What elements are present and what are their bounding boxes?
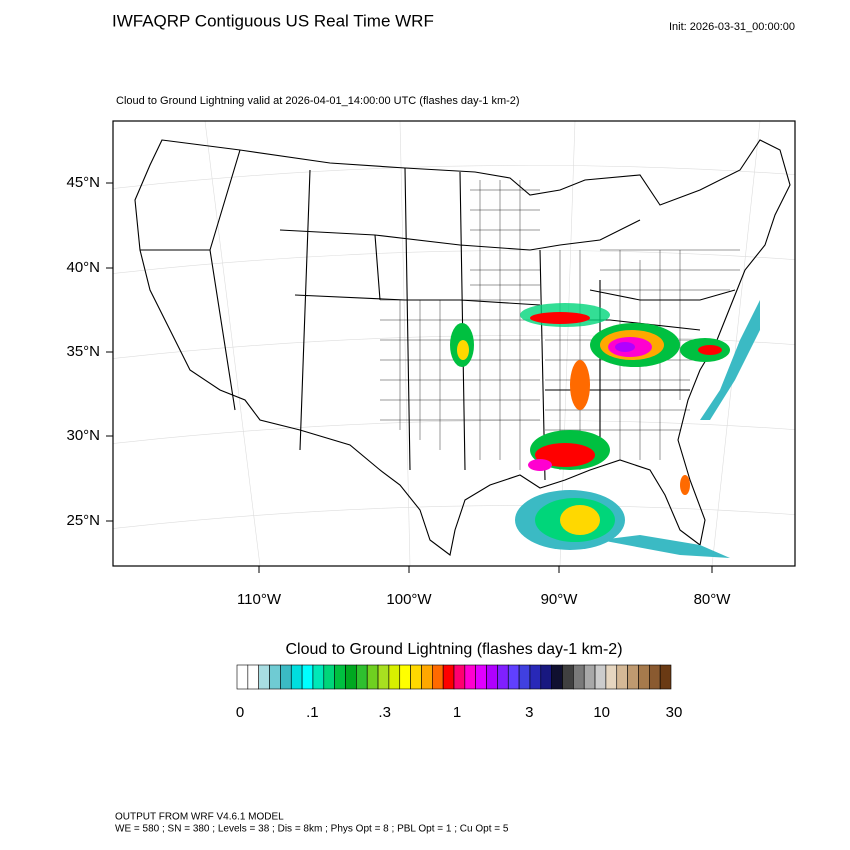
colorbar-swatch bbox=[594, 664, 607, 690]
colorbar-swatch bbox=[388, 664, 401, 690]
colorbar-swatch bbox=[659, 664, 672, 690]
lon-label: 100°W bbox=[386, 591, 432, 608]
colorbar-swatch bbox=[551, 664, 563, 690]
colorbar-swatch bbox=[573, 664, 585, 690]
colorbar-swatch bbox=[399, 664, 411, 690]
colorbar-label: .1 bbox=[306, 704, 319, 721]
colorbar-swatch bbox=[356, 664, 368, 690]
colorbar-swatch bbox=[453, 664, 466, 690]
colorbar-swatch bbox=[648, 664, 661, 690]
colorbar-swatch bbox=[627, 664, 639, 690]
colorbar-swatch bbox=[518, 664, 531, 690]
colorbar-swatch bbox=[345, 664, 357, 690]
colorbar-swatch bbox=[507, 664, 520, 690]
colorbar-swatch bbox=[301, 664, 314, 690]
lat-label: 40°N bbox=[66, 259, 100, 276]
colorbar-label: 30 bbox=[666, 704, 683, 721]
lat-label: 30°N bbox=[66, 427, 100, 444]
colorbar-swatch bbox=[236, 664, 249, 690]
footer-line: OUTPUT FROM WRF V4.6.1 MODEL bbox=[115, 812, 284, 823]
colorbar-title: Cloud to Ground Lightning (flashes day-1… bbox=[285, 641, 622, 658]
lat-label: 35°N bbox=[66, 343, 100, 360]
colorbar-swatch bbox=[616, 664, 628, 690]
colorbar-swatch bbox=[269, 664, 281, 690]
map-subtitle: Cloud to Ground Lightning valid at 2026-… bbox=[116, 95, 520, 107]
colorbar-swatch bbox=[562, 664, 574, 690]
colorbar-swatch bbox=[247, 664, 260, 690]
footer-line: WE = 580 ; SN = 380 ; Levels = 38 ; Dis … bbox=[115, 824, 509, 835]
map-frame bbox=[112, 120, 796, 567]
colorbar-swatch bbox=[280, 664, 292, 690]
colorbar-swatch bbox=[334, 664, 346, 690]
lightning-field bbox=[450, 300, 760, 558]
title: IWFAQRP Contiguous US Real Time WRF bbox=[112, 11, 434, 30]
colorbar-swatch bbox=[583, 664, 596, 690]
colorbar-swatch bbox=[377, 664, 390, 690]
colorbar-swatch bbox=[475, 664, 487, 690]
colorbar-swatch bbox=[410, 664, 422, 690]
colorbar-swatch bbox=[464, 664, 477, 690]
colorbar-label: 3 bbox=[525, 704, 533, 721]
lon-label: 80°W bbox=[694, 591, 732, 608]
colorbar-swatch bbox=[605, 664, 618, 690]
colorbar-swatch bbox=[366, 664, 379, 690]
init-time: Init: 2026-03-31_00:00:00 bbox=[669, 21, 795, 33]
lat-label: 25°N bbox=[66, 512, 100, 529]
map: 45°N 40°N 35°N 30°N 25°N 110°W 100°W 90°W 80°W bbox=[66, 120, 796, 608]
colorbar-swatch bbox=[421, 664, 433, 690]
colorbar-swatch bbox=[290, 664, 303, 690]
colorbar-label: 0 bbox=[236, 704, 244, 721]
colorbar-swatch bbox=[540, 664, 552, 690]
colorbar-label: .3 bbox=[378, 704, 391, 721]
lon-label: 90°W bbox=[541, 591, 579, 608]
lon-label: 110°W bbox=[237, 591, 282, 608]
colorbar-swatch bbox=[323, 664, 335, 690]
colorbar: 0 .1 .3 1 3 10 30 bbox=[236, 664, 683, 721]
colorbar-swatch bbox=[486, 664, 498, 690]
colorbar-label: 1 bbox=[453, 704, 461, 721]
colorbar-swatch bbox=[258, 664, 270, 690]
colorbar-swatch bbox=[497, 664, 509, 690]
lat-label: 45°N bbox=[66, 174, 100, 191]
colorbar-swatch bbox=[442, 664, 455, 690]
colorbar-label: 10 bbox=[593, 704, 610, 721]
colorbar-swatch bbox=[312, 664, 325, 690]
colorbar-swatch bbox=[529, 664, 542, 690]
colorbar-swatch bbox=[638, 664, 650, 690]
colorbar-swatch bbox=[431, 664, 444, 690]
